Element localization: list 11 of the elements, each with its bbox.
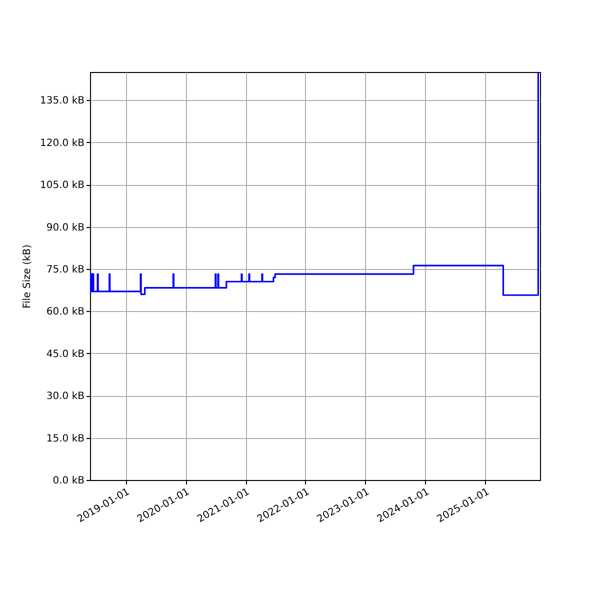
y-tick-label: 0.0 kB bbox=[52, 476, 85, 486]
y-tick-label: 120.0 kB bbox=[40, 138, 85, 149]
y-tick-label: 15.0 kB bbox=[46, 433, 85, 444]
y-tick-label: 105.0 kB bbox=[40, 180, 85, 192]
y-axis-title: File Size (kB) bbox=[22, 244, 34, 309]
y-tick-label: 60.0 kB bbox=[46, 306, 85, 318]
y-tick-label: 45.0 kB bbox=[46, 348, 85, 360]
y-tick-label: 135.0 kB bbox=[40, 96, 85, 107]
y-tick-label: 90.0 kB bbox=[46, 222, 85, 234]
y-tick-label: 30.0 kB bbox=[46, 391, 85, 402]
y-tick-label: 75.0 kB bbox=[46, 264, 85, 276]
